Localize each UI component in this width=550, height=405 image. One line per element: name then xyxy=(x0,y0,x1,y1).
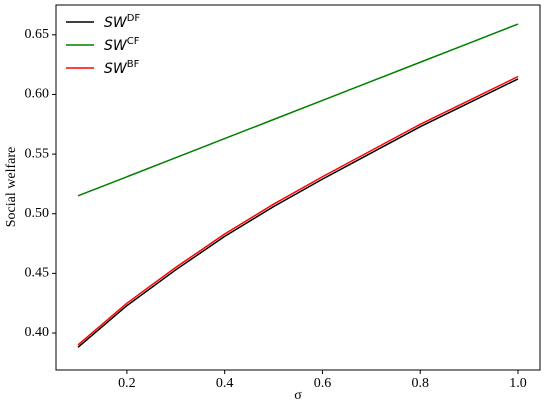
legend-label: SWDF xyxy=(104,13,140,31)
y-axis-label: Social welfare xyxy=(4,147,19,227)
y-tick-label: 0.60 xyxy=(25,87,50,102)
x-tick-label: 0.8 xyxy=(411,376,429,391)
y-tick-label: 0.50 xyxy=(25,206,50,221)
y-tick-label: 0.45 xyxy=(25,266,50,281)
x-tick-label: 1.0 xyxy=(509,376,527,391)
legend-label: SWBF xyxy=(104,59,140,77)
line xyxy=(77,75,519,346)
x-tick-label: 0.4 xyxy=(216,376,234,391)
x-axis-label: σ xyxy=(294,388,302,403)
x-tick-label: 0.6 xyxy=(314,376,332,391)
y-tick-label: 0.55 xyxy=(25,146,50,161)
line xyxy=(77,78,519,348)
plot-frame xyxy=(55,4,541,371)
legend-label: SWCF xyxy=(104,36,140,54)
x-tick-label: 0.2 xyxy=(118,376,136,391)
y-tick-label: 0.65 xyxy=(25,27,50,42)
line xyxy=(77,23,519,197)
y-tick-label: 0.40 xyxy=(25,325,50,340)
legend: SWDF SWCF SWBF xyxy=(66,13,140,77)
